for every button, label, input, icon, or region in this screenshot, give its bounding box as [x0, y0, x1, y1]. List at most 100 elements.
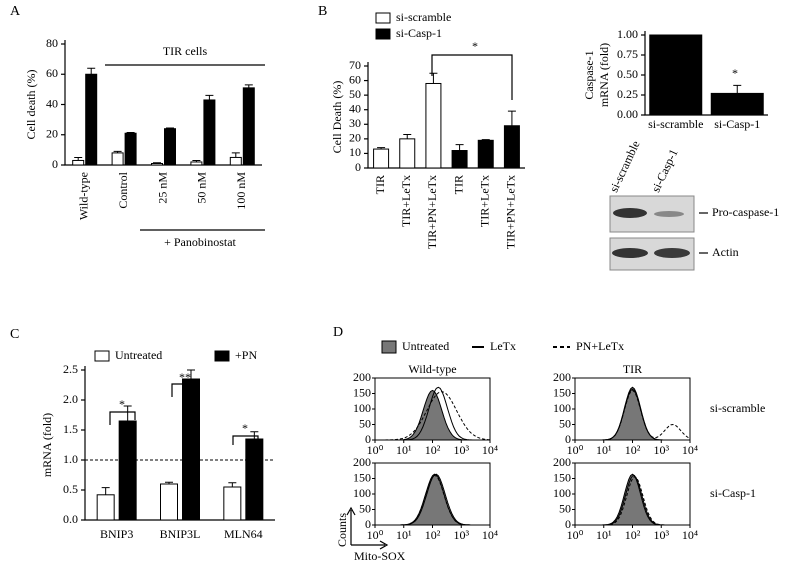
lane-label: si-scramble [607, 138, 643, 194]
annotation-line [109, 383, 259, 445]
x-tick-label: 10⁴ [482, 443, 498, 457]
x-tick-label: 10¹ [596, 528, 612, 542]
y-tick-label: 1.0 [63, 452, 78, 466]
flow-xlabel: Mito-SOX [354, 549, 406, 563]
bar [477, 139, 494, 169]
panel-letter: D [333, 325, 343, 340]
band-label: Pro-caspase-1 [712, 205, 779, 219]
x-tick-label: 10⁰ [367, 443, 384, 457]
y-tick-label: 0 [565, 432, 571, 446]
x-tick-label: 10⁰ [567, 443, 584, 457]
bar [242, 87, 255, 166]
bar [203, 99, 216, 166]
untreated-curve [575, 473, 690, 526]
bar [151, 162, 163, 166]
y-tick-label: 2.5 [63, 362, 78, 376]
y-tick-label: 150 [353, 385, 371, 399]
x-tick-label: 10⁴ [682, 443, 698, 457]
y-tick-label: 150 [353, 470, 371, 484]
y-tick-label: 50 [559, 416, 571, 430]
error-bar [733, 84, 742, 94]
x-tick-label: 10³ [653, 528, 669, 542]
x-tick-label: 10² [425, 528, 441, 542]
bar [160, 483, 178, 521]
bar [96, 494, 115, 521]
error-bar [429, 72, 438, 84]
x-tick-label: 10⁰ [567, 528, 584, 542]
y-axis-label: Caspase-1 [582, 50, 596, 99]
y-tick-label: 0 [565, 517, 571, 531]
y-tick-label: 0 [355, 160, 361, 174]
legend-swatch [375, 28, 391, 40]
annotation: * [732, 66, 738, 80]
x-tick-label: 100 nM [234, 172, 248, 210]
y-tick-label: 100 [553, 486, 571, 500]
error-bar [87, 67, 96, 75]
axis [367, 62, 525, 169]
x-tick-label: TIR [373, 175, 387, 194]
untreated-curve [575, 386, 690, 441]
y-tick-label: 60 [46, 66, 58, 80]
row-label: si-Casp-1 [710, 486, 756, 500]
error-bar [377, 147, 386, 150]
error-bar [166, 127, 174, 129]
y-tick-label: 0 [52, 157, 58, 171]
error-bar [187, 369, 195, 379]
annotation-line [431, 54, 513, 100]
flow-axis-arrows: Counts Mito-SOX [335, 506, 406, 563]
y-tick-label: 0.50 [617, 67, 638, 81]
y-tick-label: 200 [353, 455, 371, 469]
legend-label: Untreated [402, 339, 449, 353]
x-tick-label: TIR+PN+LeTx [504, 175, 518, 249]
x-tick-label: 10³ [453, 528, 469, 542]
band [654, 248, 690, 258]
y-tick-label: 100 [353, 401, 371, 415]
x-tick-label: 10³ [653, 443, 669, 457]
annotation: * [119, 397, 125, 411]
x-tick-label: 10⁴ [682, 528, 698, 542]
legend-label: Untreated [115, 348, 162, 362]
x-tick-label: 10² [625, 443, 641, 457]
error-bar [153, 162, 161, 164]
flow-legend: Untreated LeTx PN+LeTx [381, 339, 624, 354]
bar [111, 152, 124, 166]
panel-letter: C [10, 327, 19, 342]
y-tick-label: 0 [365, 432, 371, 446]
x-tick-label: BNIP3L [160, 527, 201, 541]
x-tick-label: 10² [425, 443, 441, 457]
y-tick-label: 80 [46, 36, 58, 50]
legend-label: si-Casp-1 [396, 26, 442, 40]
y-axis-label: mRNA (fold) [597, 43, 611, 107]
x-tick-label: 25 nM [155, 172, 169, 204]
y-tick-label: 0.5 [63, 482, 78, 496]
bar [164, 128, 176, 166]
error-bar [101, 487, 110, 495]
annotation: * [242, 421, 248, 435]
band [613, 208, 647, 218]
y-tick-label: 0.00 [617, 107, 638, 121]
error-bar [205, 94, 214, 100]
bar [649, 34, 703, 116]
x-tick-label: 10¹ [396, 443, 412, 457]
x-tick-label: BNIP3 [100, 527, 133, 541]
error-bar [507, 110, 516, 126]
annotation-line [105, 64, 265, 231]
annotation: + Panobinostat [164, 235, 236, 249]
error-bar [403, 133, 412, 139]
y-tick-label: 40 [46, 96, 58, 110]
y-tick-label: 0.0 [63, 512, 78, 526]
bar [373, 148, 390, 169]
pn-letx-curve [575, 389, 691, 441]
arrow [346, 506, 389, 550]
error-bar [244, 84, 253, 88]
pn-letx-curve [375, 391, 491, 441]
y-axis-label: mRNA (fold) [40, 413, 54, 477]
error-bar [113, 150, 122, 153]
bar [399, 138, 416, 169]
x-tick-label: si-scramble [648, 117, 703, 131]
x-tick-label: TIR+LeTx [399, 175, 413, 227]
x-tick-label: si-Casp-1 [714, 117, 760, 131]
y-tick-label: 20 [349, 131, 361, 145]
